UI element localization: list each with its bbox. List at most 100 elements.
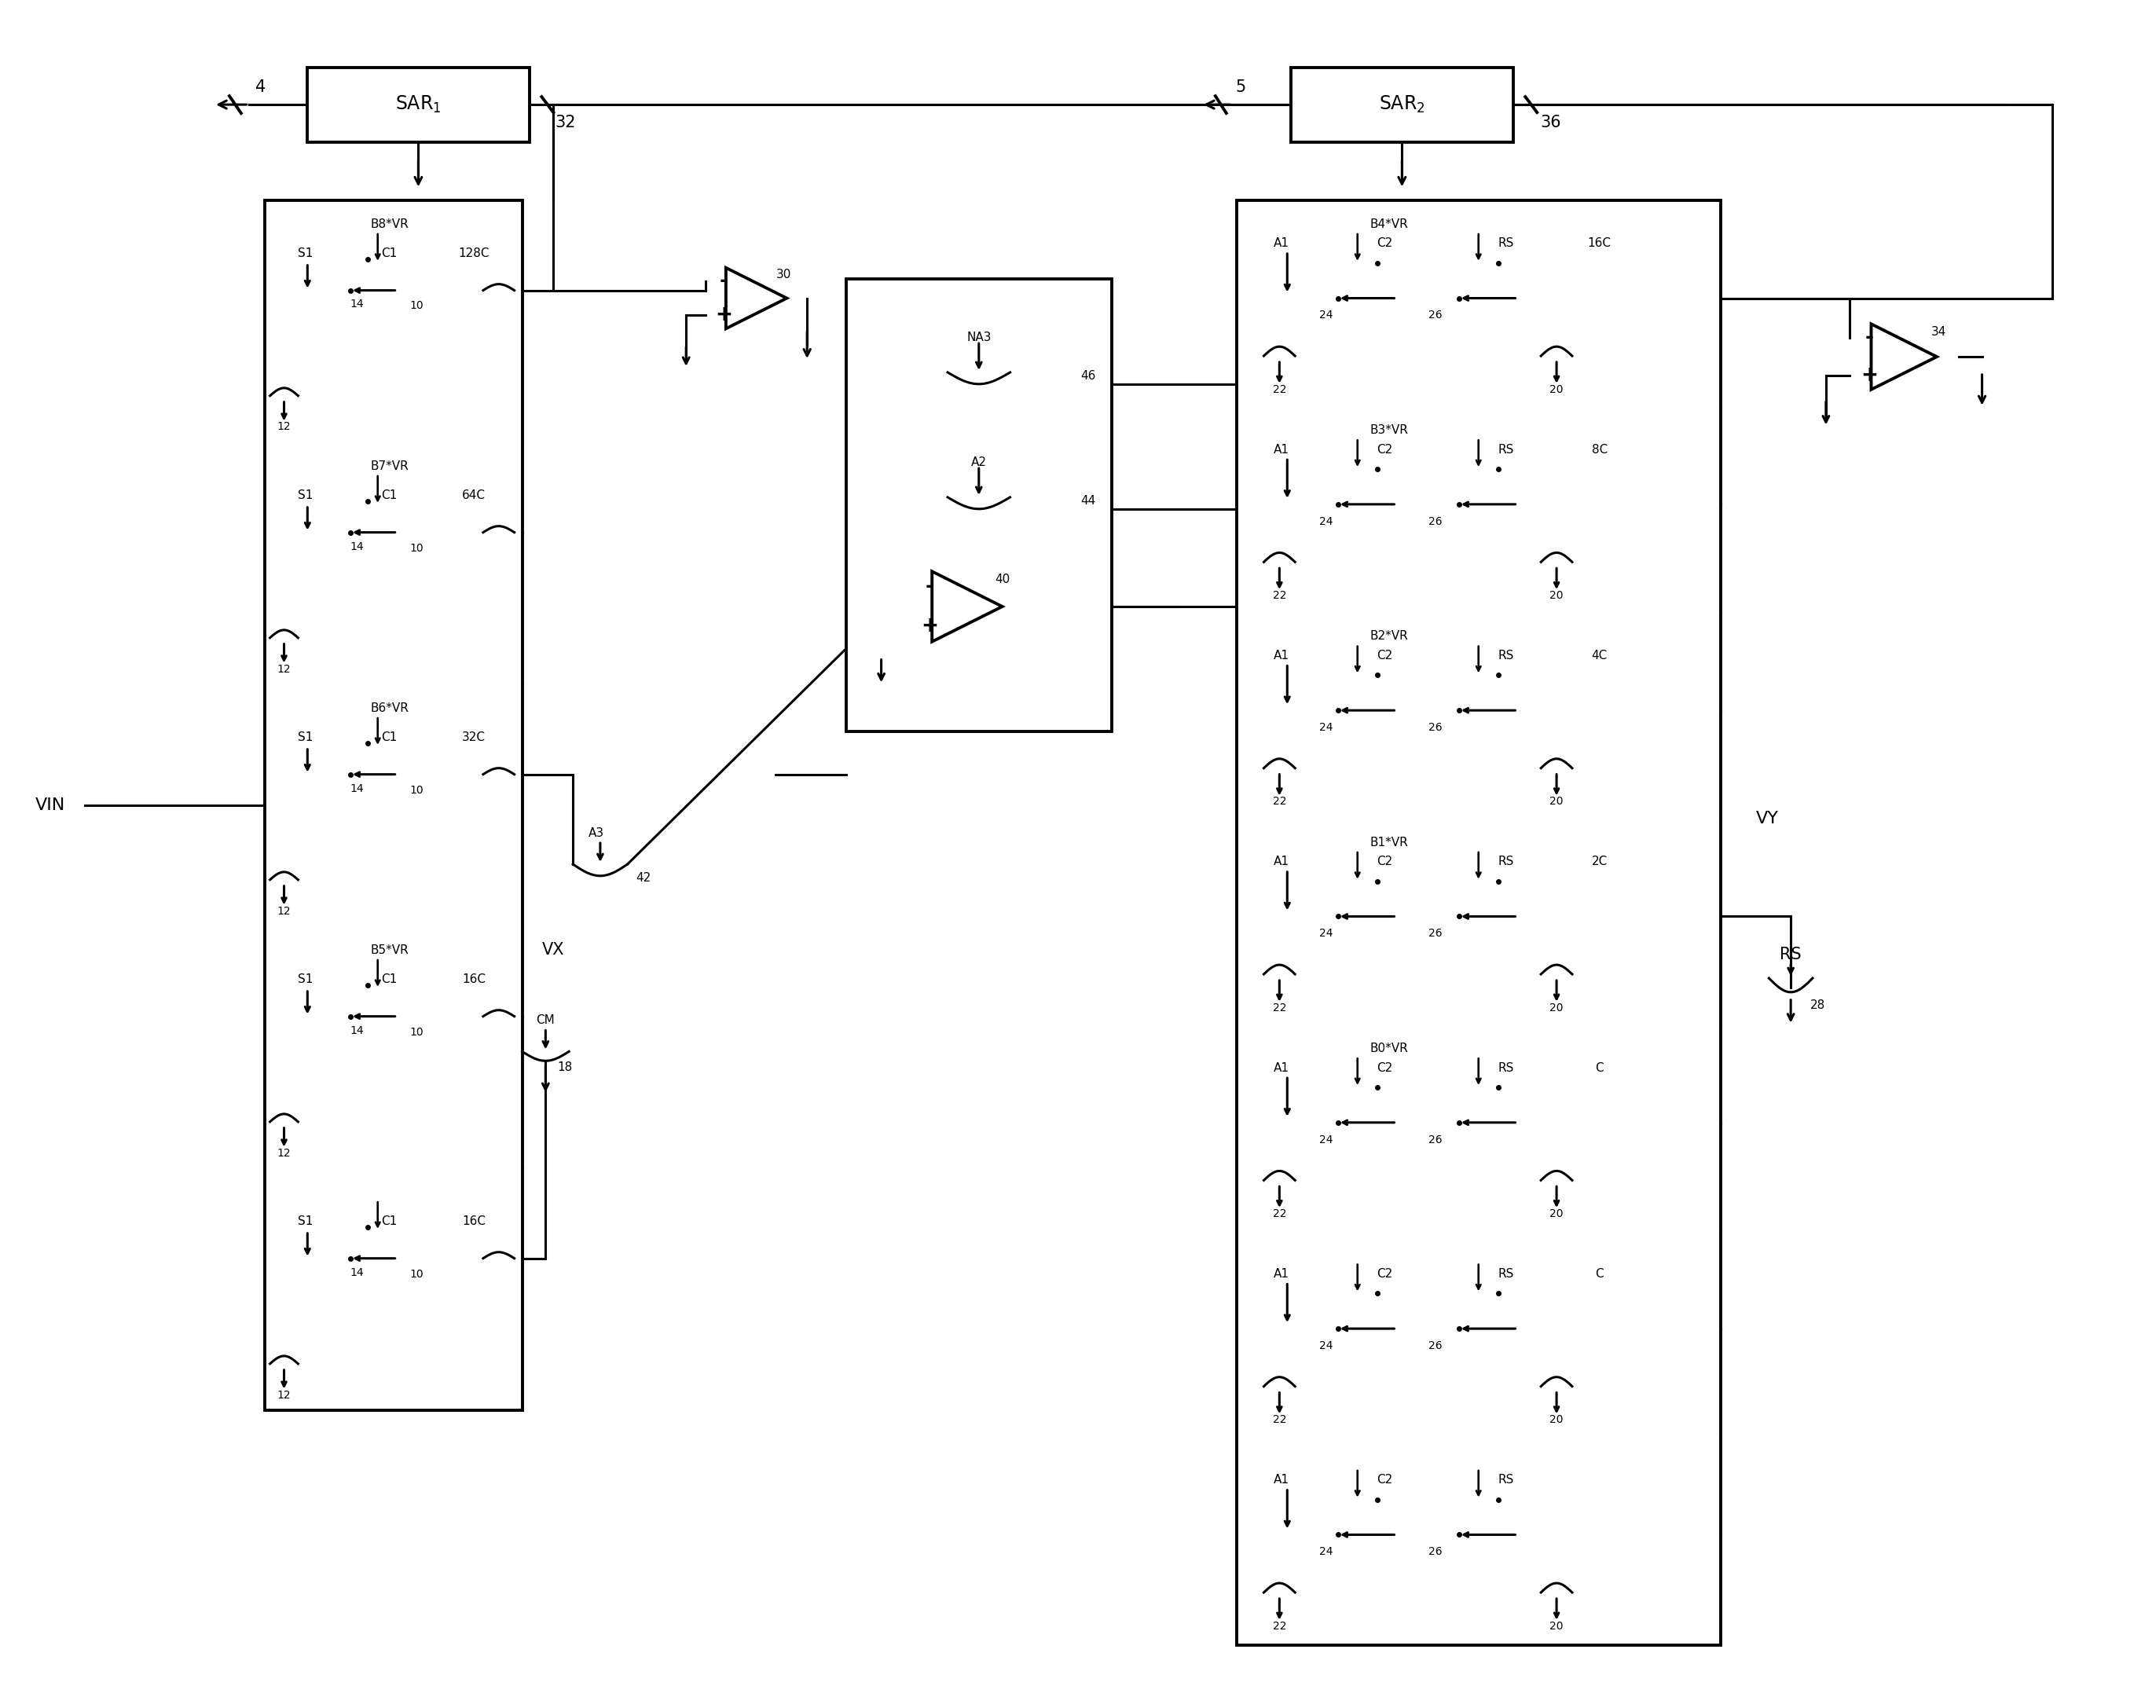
Bar <box>308 68 530 142</box>
Text: 24: 24 <box>1319 516 1332 528</box>
Text: +: + <box>716 306 733 326</box>
Text: 46: 46 <box>1080 371 1095 383</box>
Bar <box>1238 200 1720 1645</box>
Text: 12: 12 <box>278 1148 291 1158</box>
Text: 36: 36 <box>1542 114 1561 130</box>
Text: 128C: 128C <box>459 248 489 260</box>
Text: C1: C1 <box>382 490 397 502</box>
Text: 12: 12 <box>278 663 291 675</box>
Text: 10: 10 <box>410 784 425 796</box>
Text: 26: 26 <box>1429 1134 1442 1144</box>
Text: 16C: 16C <box>461 974 485 986</box>
Text: A1: A1 <box>1274 856 1289 868</box>
Text: VIN: VIN <box>34 798 65 813</box>
Text: 24: 24 <box>1319 1134 1332 1144</box>
Text: 20: 20 <box>1550 1414 1563 1426</box>
Text: 2C: 2C <box>1591 856 1608 868</box>
Text: 22: 22 <box>1272 589 1287 601</box>
Text: S1: S1 <box>298 1216 313 1228</box>
Text: RS: RS <box>1498 237 1514 249</box>
Text: B8*VR: B8*VR <box>371 219 410 231</box>
Text: 10: 10 <box>410 301 425 311</box>
Text: VX: VX <box>541 943 565 958</box>
Text: S1: S1 <box>298 490 313 502</box>
Text: 16C: 16C <box>461 1216 485 1228</box>
Text: S1: S1 <box>298 731 313 743</box>
Text: 22: 22 <box>1272 796 1287 808</box>
Text: 44: 44 <box>1080 495 1095 507</box>
Text: C2: C2 <box>1378 856 1393 868</box>
Text: 20: 20 <box>1550 384 1563 395</box>
Text: C2: C2 <box>1378 1474 1393 1486</box>
Text: -: - <box>1865 328 1874 348</box>
Text: 10: 10 <box>410 1269 425 1279</box>
Text: NA3: NA3 <box>966 331 992 343</box>
Text: 26: 26 <box>1429 927 1442 939</box>
Text: 40: 40 <box>994 574 1009 586</box>
Text: 5: 5 <box>1235 80 1246 96</box>
Text: 14: 14 <box>349 541 364 552</box>
Text: RS: RS <box>1781 946 1802 963</box>
Bar <box>265 200 522 1411</box>
Text: A2: A2 <box>970 456 987 468</box>
Text: +: + <box>921 617 938 637</box>
Text: A1: A1 <box>1274 649 1289 661</box>
Text: 24: 24 <box>1319 722 1332 733</box>
Text: SAR$_2$: SAR$_2$ <box>1380 94 1425 114</box>
Bar <box>1291 68 1514 142</box>
Text: B3*VR: B3*VR <box>1369 424 1408 436</box>
Text: C2: C2 <box>1378 649 1393 661</box>
Text: C2: C2 <box>1378 444 1393 456</box>
Text: C2: C2 <box>1378 1267 1393 1279</box>
Text: 22: 22 <box>1272 1208 1287 1220</box>
Text: 12: 12 <box>278 422 291 432</box>
Text: 22: 22 <box>1272 384 1287 395</box>
Text: A1: A1 <box>1274 1267 1289 1279</box>
Text: B2*VR: B2*VR <box>1369 630 1408 642</box>
Text: 32: 32 <box>554 114 576 130</box>
Text: RS: RS <box>1498 649 1514 661</box>
Text: 30: 30 <box>776 268 791 280</box>
Text: 22: 22 <box>1272 1414 1287 1426</box>
Text: 14: 14 <box>349 1267 364 1278</box>
Text: 20: 20 <box>1550 589 1563 601</box>
Text: 20: 20 <box>1550 1208 1563 1220</box>
Text: C1: C1 <box>382 1216 397 1228</box>
Text: RS: RS <box>1498 1474 1514 1486</box>
Text: RS: RS <box>1498 856 1514 868</box>
Text: 8C: 8C <box>1591 444 1608 456</box>
Text: 32C: 32C <box>461 731 485 743</box>
Text: 20: 20 <box>1550 796 1563 808</box>
Text: B5*VR: B5*VR <box>371 945 410 956</box>
Text: 22: 22 <box>1272 1621 1287 1631</box>
Text: B4*VR: B4*VR <box>1369 219 1408 231</box>
Text: CM: CM <box>537 1015 554 1027</box>
Text: 10: 10 <box>410 1027 425 1037</box>
Text: 14: 14 <box>349 782 364 794</box>
Text: 10: 10 <box>410 543 425 553</box>
Text: B7*VR: B7*VR <box>371 459 410 471</box>
Text: A1: A1 <box>1274 1062 1289 1074</box>
Text: C: C <box>1595 1062 1604 1074</box>
Text: 14: 14 <box>349 299 364 309</box>
Text: RS: RS <box>1498 444 1514 456</box>
Text: -: - <box>720 272 729 292</box>
Text: 4: 4 <box>254 80 265 96</box>
Text: 26: 26 <box>1429 1341 1442 1351</box>
Text: 24: 24 <box>1319 309 1332 321</box>
Text: S1: S1 <box>298 248 313 260</box>
Text: 34: 34 <box>1932 326 1947 338</box>
Text: RS: RS <box>1498 1062 1514 1074</box>
Text: A1: A1 <box>1274 1474 1289 1486</box>
Text: VY: VY <box>1755 811 1779 827</box>
Text: 20: 20 <box>1550 1003 1563 1013</box>
Text: 18: 18 <box>558 1061 573 1073</box>
Text: C2: C2 <box>1378 1062 1393 1074</box>
Text: 24: 24 <box>1319 1546 1332 1558</box>
Text: 26: 26 <box>1429 309 1442 321</box>
Text: C: C <box>1595 1267 1604 1279</box>
Text: 12: 12 <box>278 905 291 917</box>
Text: SAR$_1$: SAR$_1$ <box>395 94 442 114</box>
Text: 26: 26 <box>1429 516 1442 528</box>
Text: 14: 14 <box>349 1025 364 1037</box>
